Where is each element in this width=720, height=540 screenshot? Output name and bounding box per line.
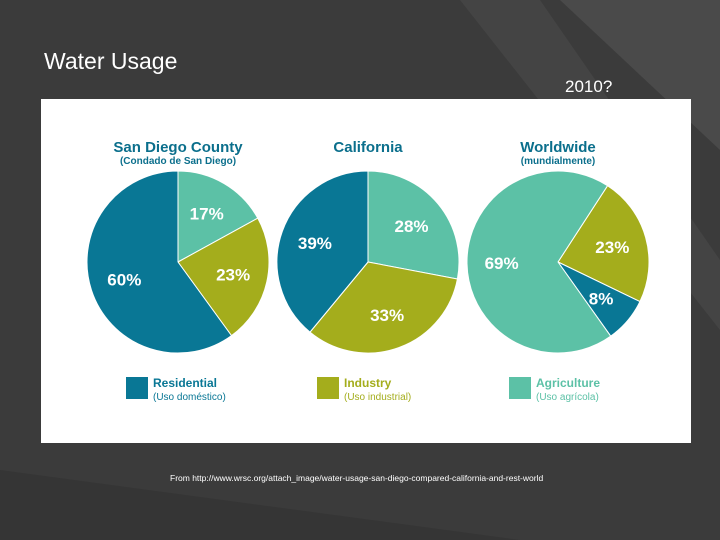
slice-label-worldwide-residential: 8% <box>589 289 614 308</box>
chart-title-california: California <box>333 139 403 156</box>
pie-charts: San Diego County(Condado de San Diego) 17… <box>86 139 650 403</box>
pie-slice-california-agriculture <box>367 170 460 280</box>
pie-slice-san-diego-industry <box>177 217 270 337</box>
pie-slice-san-diego-agriculture <box>177 170 259 263</box>
source-citation: From http://www.wrsc.org/attach_image/wa… <box>170 473 544 483</box>
legend-label-agriculture: Agriculture <box>536 376 600 390</box>
legend-sublabel-residential: (Uso doméstico) <box>153 392 226 403</box>
legend-label-residential: Residential <box>153 376 217 390</box>
legend-sublabel-industry: (Uso industrial) <box>344 392 411 403</box>
pie-slice-san-diego-residential <box>86 170 233 354</box>
pie-slice-california-industry <box>309 261 458 354</box>
chart-title-san-diego: San Diego County <box>113 139 243 156</box>
slice-label-san-diego-agriculture: 17% <box>190 204 224 223</box>
legend-swatch-industry <box>317 377 339 399</box>
slice-label-worldwide-industry: 23% <box>595 238 629 257</box>
chart-subtitle-worldwide: (mundialmente) <box>521 156 595 167</box>
slice-label-california-agriculture: 28% <box>394 217 428 236</box>
chart-subtitle-san-diego: (Condado de San Diego) <box>120 156 236 167</box>
pie-slice-california-residential <box>276 170 369 333</box>
legend-swatch-agriculture <box>509 377 531 399</box>
chart-panel: San Diego County (Condado de San Diego) 17… <box>41 99 691 443</box>
slice-label-california-residential: 39% <box>298 234 332 253</box>
legend-swatch-residential <box>126 377 148 399</box>
slice-label-california-industry: 33% <box>370 306 404 325</box>
slice-label-san-diego-residential: 60% <box>107 270 141 289</box>
legend-label-industry: Industry <box>344 376 392 390</box>
slide-title: Water Usage <box>44 48 178 74</box>
legend-sublabel-agriculture: (Uso agrícola) <box>536 392 599 403</box>
pie-slice-worldwide-agriculture <box>466 170 612 354</box>
bg-corner-shape-bottom <box>0 470 520 540</box>
chart-title-worldwide: Worldwide <box>520 139 596 156</box>
slice-label-worldwide-agriculture: 69% <box>485 254 519 273</box>
slice-label-san-diego-industry: 23% <box>216 265 250 284</box>
slide-subtitle: 2010? <box>565 77 613 96</box>
